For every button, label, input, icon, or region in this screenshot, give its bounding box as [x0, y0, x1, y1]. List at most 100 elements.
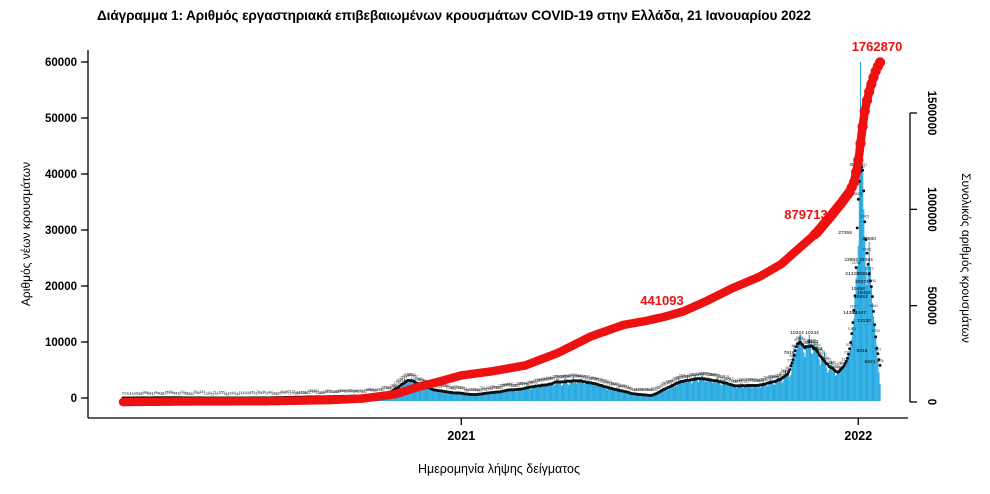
daily-bars-layer [122, 62, 881, 402]
svg-text:1770: 1770 [522, 382, 529, 386]
svg-text:122: 122 [290, 390, 296, 394]
svg-text:311: 311 [347, 389, 352, 393]
svg-text:158: 158 [301, 391, 307, 395]
svg-text:44: 44 [269, 390, 273, 394]
svg-text:47: 47 [176, 392, 180, 396]
svg-text:1600: 1600 [518, 381, 525, 385]
svg-text:296: 296 [344, 389, 350, 393]
svg-text:2194: 2194 [535, 378, 542, 382]
svg-text:15: 15 [219, 391, 223, 395]
svg-text:7749: 7749 [816, 347, 823, 351]
svg-text:6921: 6921 [865, 359, 876, 365]
svg-text:2046: 2046 [600, 379, 607, 383]
svg-text:2961: 2961 [679, 374, 686, 378]
svg-text:5: 5 [124, 392, 126, 396]
svg-text:23: 23 [136, 392, 140, 396]
svg-text:486: 486 [649, 388, 655, 392]
svg-text:889: 889 [458, 386, 464, 390]
svg-text:752: 752 [462, 387, 468, 391]
svg-text:5779: 5779 [787, 359, 794, 363]
svg-text:1573: 1573 [661, 382, 668, 386]
svg-text:1795: 1795 [394, 381, 401, 385]
svg-text:15: 15 [206, 392, 210, 396]
svg-text:17: 17 [245, 391, 249, 395]
svg-text:2116: 2116 [533, 379, 540, 383]
svg-text:2907: 2907 [716, 376, 723, 380]
svg-text:562: 562 [640, 388, 646, 392]
milestone-annotation: 1762870 [852, 39, 903, 54]
svg-text:3140: 3140 [709, 373, 716, 377]
svg-text:8789: 8789 [811, 342, 818, 346]
svg-text:9155: 9155 [800, 341, 807, 345]
svg-text:3095: 3095 [570, 373, 577, 377]
svg-text:143: 143 [297, 390, 303, 394]
svg-text:8052: 8052 [812, 346, 823, 352]
svg-text:1644: 1644 [520, 381, 527, 385]
svg-text:1469: 1469 [613, 382, 620, 386]
svg-text:96: 96 [284, 390, 288, 394]
svg-text:2673: 2673 [413, 377, 420, 381]
svg-text:2733: 2733 [766, 377, 773, 381]
svg-text:1336: 1336 [502, 383, 509, 387]
svg-text:3312: 3312 [689, 372, 696, 376]
svg-text:47: 47 [158, 392, 162, 396]
svg-text:422: 422 [362, 390, 368, 394]
svg-text:0: 0 [925, 399, 937, 405]
svg-text:3093: 3093 [409, 373, 416, 377]
svg-text:19898: 19898 [867, 279, 876, 283]
svg-text:35491: 35491 [854, 192, 863, 196]
svg-text:955: 955 [488, 387, 494, 391]
svg-text:30000: 30000 [45, 225, 77, 237]
svg-text:7328: 7328 [818, 350, 825, 354]
svg-text:803: 803 [481, 387, 487, 391]
svg-text:1463: 1463 [509, 384, 516, 388]
svg-text:506: 506 [645, 388, 651, 392]
svg-text:2028: 2028 [531, 380, 538, 384]
tiny-point-labels-layer: 5 5 8 1114172023263034363941434446474851525… [122, 163, 884, 396]
svg-text:50: 50 [173, 391, 177, 395]
svg-text:862: 862 [384, 386, 390, 390]
svg-text:6001: 6001 [824, 357, 831, 361]
svg-text:704: 704 [377, 388, 383, 392]
svg-text:2247: 2247 [755, 378, 762, 382]
svg-text:2886: 2886 [411, 375, 418, 379]
svg-text:50000: 50000 [45, 113, 77, 125]
svg-text:5017: 5017 [831, 362, 838, 366]
svg-text:2564: 2564 [592, 377, 599, 381]
svg-text:2197: 2197 [746, 378, 753, 382]
svg-text:367: 367 [355, 389, 361, 393]
svg-text:41: 41 [150, 391, 154, 395]
svg-text:3302: 3302 [776, 373, 783, 377]
svg-text:3144: 3144 [683, 375, 690, 379]
svg-text:46: 46 [156, 391, 160, 395]
svg-text:7916: 7916 [784, 350, 795, 356]
svg-text:285: 285 [338, 389, 344, 393]
svg-text:3259: 3259 [705, 372, 712, 376]
svg-text:948: 948 [386, 386, 392, 390]
svg-text:2318: 2318 [596, 377, 603, 381]
svg-text:15: 15 [226, 392, 230, 396]
svg-text:22172: 22172 [865, 267, 874, 271]
svg-text:3009: 3009 [563, 374, 570, 378]
svg-text:1135: 1135 [442, 384, 449, 388]
svg-text:2021: 2021 [447, 429, 475, 443]
svg-text:30: 30 [141, 392, 145, 396]
svg-text:23296: 23296 [852, 261, 861, 265]
svg-text:1426: 1426 [505, 382, 512, 386]
svg-text:14: 14 [237, 392, 241, 396]
svg-text:3188: 3188 [707, 373, 714, 377]
svg-text:117: 117 [288, 392, 293, 396]
svg-text:2167: 2167 [742, 380, 749, 384]
svg-text:8350: 8350 [813, 343, 820, 347]
svg-text:2161: 2161 [733, 380, 740, 384]
svg-text:2296: 2296 [417, 378, 424, 382]
svg-text:5112: 5112 [837, 362, 844, 366]
svg-text:608: 608 [473, 388, 479, 392]
svg-text:2292: 2292 [539, 377, 546, 381]
svg-text:548: 548 [642, 388, 648, 392]
svg-text:10324: 10324 [790, 330, 804, 336]
svg-text:36: 36 [145, 391, 149, 395]
svg-text:15: 15 [213, 391, 217, 395]
svg-text:178: 178 [305, 391, 311, 395]
